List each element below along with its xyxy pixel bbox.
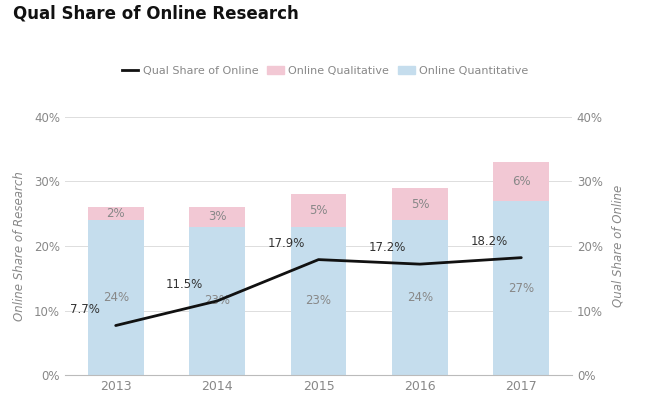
Text: 5%: 5%: [309, 204, 328, 217]
Text: 23%: 23%: [306, 294, 332, 307]
Text: 23%: 23%: [204, 294, 230, 307]
Y-axis label: Online Share of Research: Online Share of Research: [13, 171, 26, 321]
Bar: [392, 188, 448, 220]
Text: Qual Share of Online Research: Qual Share of Online Research: [13, 4, 299, 22]
Text: 11.5%: 11.5%: [166, 278, 203, 291]
Text: 5%: 5%: [411, 198, 429, 211]
Bar: [88, 220, 144, 375]
Text: 7.7%: 7.7%: [70, 303, 100, 316]
Legend: Qual Share of Online, Online Qualitative, Online Quantitative: Qual Share of Online, Online Qualitative…: [120, 64, 530, 78]
Text: 3%: 3%: [208, 211, 226, 224]
Text: 17.2%: 17.2%: [369, 241, 406, 254]
Bar: [493, 162, 549, 201]
Bar: [189, 227, 245, 375]
Text: 24%: 24%: [103, 291, 129, 304]
Bar: [88, 207, 144, 220]
Text: 17.9%: 17.9%: [267, 237, 305, 250]
Y-axis label: Qual Share of Online: Qual Share of Online: [611, 185, 624, 307]
Bar: [392, 220, 448, 375]
Bar: [493, 201, 549, 375]
Bar: [291, 194, 346, 227]
Text: 18.2%: 18.2%: [470, 235, 508, 248]
Text: 27%: 27%: [508, 281, 534, 294]
Bar: [291, 227, 346, 375]
Bar: [189, 207, 245, 227]
Text: 6%: 6%: [512, 175, 530, 188]
Text: 2%: 2%: [107, 207, 125, 220]
Text: 24%: 24%: [407, 291, 433, 304]
